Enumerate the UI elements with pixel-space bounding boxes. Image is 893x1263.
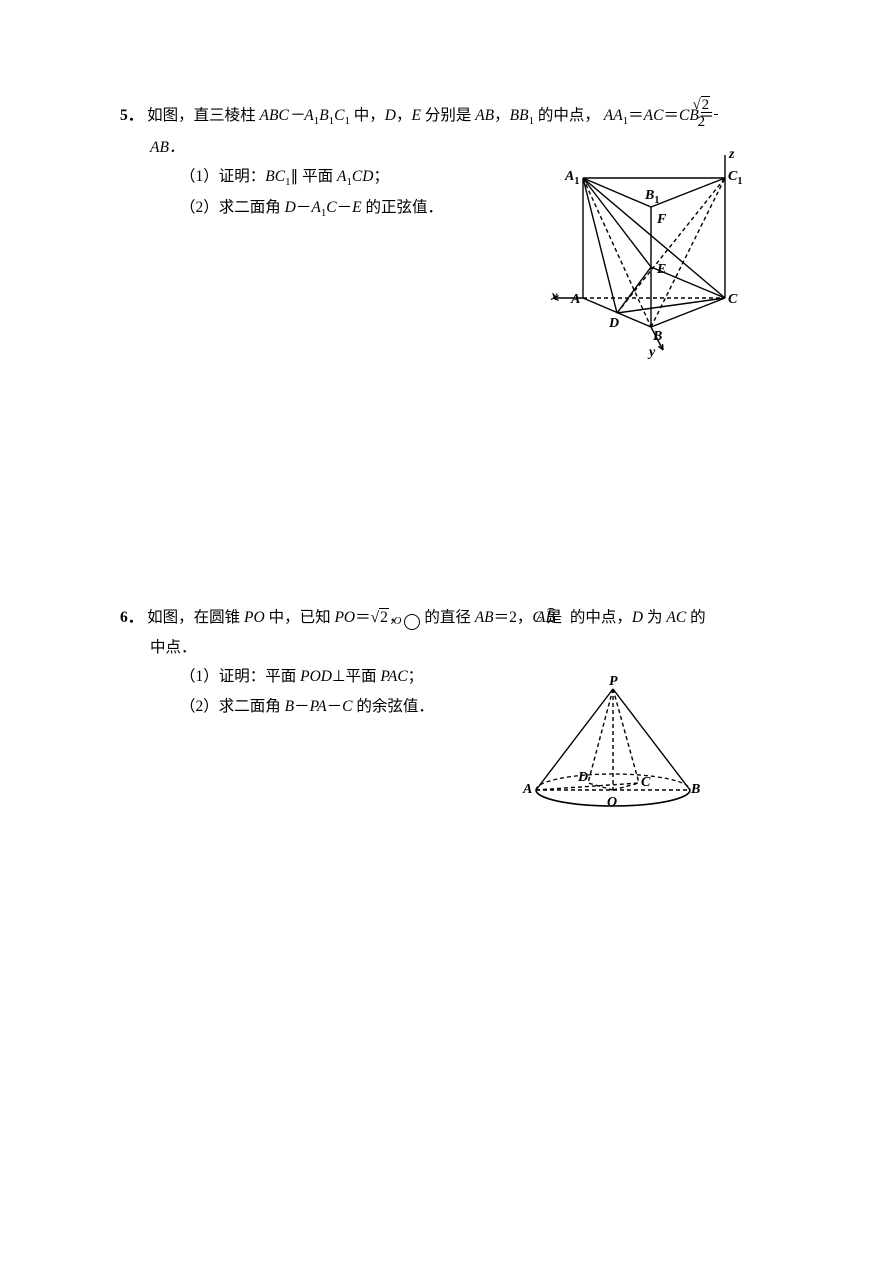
lbl-P: P xyxy=(609,675,618,689)
p5-stem-line1: 5． 如图，直三棱柱 ABC－A1B1C1 中，D，E 分别是 AB，BB1 的… xyxy=(120,100,803,133)
lbl-O6: O xyxy=(607,796,617,810)
circle-O-icon: O xyxy=(404,614,420,630)
fraction-sqrt2-over-2: 22 xyxy=(714,98,718,131)
lbl-C1: C1 xyxy=(728,170,742,187)
axis-z: z xyxy=(729,148,734,162)
lbl-D: D xyxy=(609,317,619,331)
axis-x: x xyxy=(551,290,558,304)
lbl-C: C xyxy=(728,293,737,307)
lbl-A: A xyxy=(571,293,580,307)
p5-bc1: BC1 xyxy=(265,168,290,185)
lbl-B: B xyxy=(653,330,662,344)
lbl-B6: B xyxy=(691,783,700,797)
p5-text: 如图，直三棱柱 xyxy=(147,107,259,124)
lbl-E: E xyxy=(657,263,666,277)
p5-prism: ABC－A1B1C1 xyxy=(260,107,350,124)
figure-prism: A1 B1 C1 A B C D E F x y z xyxy=(553,155,748,365)
p5-aa1: AA1 xyxy=(604,107,628,124)
lbl-D6: D xyxy=(578,771,588,785)
lbl-A6: A xyxy=(523,783,532,797)
problem-6: 6． 如图，在圆锥 PO 中，已知 PO＝2，O 的直径 AB＝2，C 是 AB… xyxy=(120,603,803,721)
axis-y: y xyxy=(649,346,655,360)
prism-svg xyxy=(553,155,748,365)
p6-stem-line2: 中点． xyxy=(120,633,803,662)
p5-bb1: BB1 xyxy=(510,107,534,124)
figure-cone: P A B O C D xyxy=(523,683,703,818)
p5-number: 5． xyxy=(120,107,143,124)
p6-stem-line1: 6． 如图，在圆锥 PO 中，已知 PO＝2，O 的直径 AB＝2，C 是 AB… xyxy=(120,603,803,632)
lbl-F: F xyxy=(657,213,666,227)
lbl-C6: C xyxy=(641,776,650,790)
p6-number: 6． xyxy=(120,609,143,626)
lbl-B1: B1 xyxy=(645,189,659,206)
problem-5: 5． 如图，直三棱柱 ABC－A1B1C1 中，D，E 分别是 AB，BB1 的… xyxy=(120,100,803,223)
lbl-A1: A1 xyxy=(565,170,579,187)
